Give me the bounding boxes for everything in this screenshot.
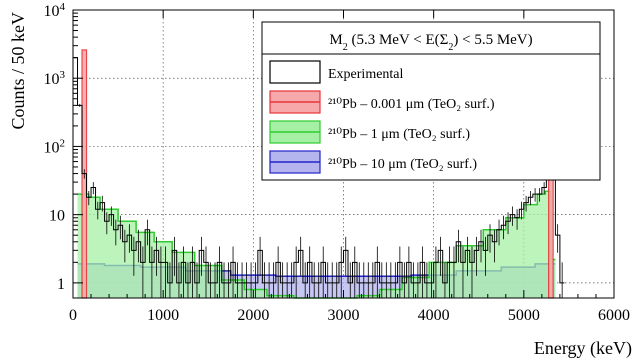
y-axis-label: Counts / 50 keV [8,12,28,130]
y-tick-label: 103 [44,69,66,88]
y-tick-label: 1 [57,276,65,293]
y-tick-label: 10 [49,208,65,225]
x-tick-label: 6000 [598,307,630,324]
y-tick-label: 104 [44,1,66,20]
x-axis-ticks: 0 1000 2000 3000 4000 5000 6000 [69,10,630,324]
x-tick-label: 2000 [237,307,269,324]
legend-entry-label: Experimental [328,67,404,82]
series-3 [73,57,565,298]
x-axis-label: Energy (keV) [534,338,632,359]
legend-swatch [269,60,321,84]
legend-entry-label: ²¹⁰Pb – 0.001 μm (TeO₂ surf.) [328,97,495,112]
legend: M2 (5.3 MeV < E(Σ2) < 5.5 MeV) Experiment… [261,21,601,181]
legend-header: M2 (5.3 MeV < E(Σ2) < 5.5 MeV) [329,32,532,53]
x-tick-label: 3000 [328,307,360,324]
x-tick-label: 5000 [508,307,540,324]
y-axis-ticks: 1 10 102 103 104 [44,1,83,293]
y-tick-label: 102 [44,137,66,156]
x-tick-label: 1000 [147,307,179,324]
x-tick-label: 0 [69,307,77,324]
legend-entry-label: ²¹⁰Pb – 10 μm (TeO₂ surf.) [328,157,477,172]
legend-entry-label: ²¹⁰Pb – 1 μm (TeO₂ surf.) [328,127,470,142]
x-tick-label: 4000 [418,307,450,324]
